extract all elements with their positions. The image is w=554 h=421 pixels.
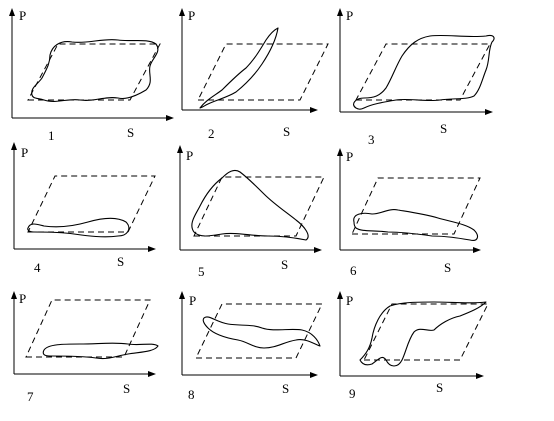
hysteresis-loop [27, 217, 130, 238]
reference-parallelogram [195, 303, 323, 359]
s-axis-label: S [117, 254, 124, 269]
p-axis-label: P [21, 145, 28, 160]
p-axis-arrow [177, 145, 183, 153]
panel-5: P S 5 [177, 145, 325, 279]
reference-parallelogram [193, 176, 325, 237]
p-axis-arrow [11, 291, 17, 299]
hysteresis-loop [353, 34, 495, 110]
p-axis-label: P [19, 8, 26, 23]
panel-number: 8 [188, 387, 195, 402]
p-axis-label: P [346, 8, 353, 23]
p-axis-arrow [337, 291, 343, 299]
panel-number: 6 [350, 263, 357, 278]
hysteresis-loop [199, 27, 279, 109]
s-axis-label: S [127, 125, 134, 140]
p-axis-label: P [189, 293, 196, 308]
p-axis-arrow [11, 142, 17, 150]
p-axis-label: P [188, 8, 195, 23]
reference-parallelogram [27, 175, 156, 233]
p-axis-label: P [19, 291, 26, 306]
panel-7: P S 7 [11, 291, 159, 404]
p-axis-label: P [186, 148, 193, 163]
p-axis-arrow [337, 8, 343, 16]
panel-number: 2 [208, 126, 215, 141]
s-axis-arrow [314, 247, 322, 253]
s-axis-label: S [440, 121, 447, 136]
panel-3: P S 3 [337, 8, 495, 147]
reference-parallelogram [27, 43, 161, 101]
s-axis-label: S [123, 381, 130, 396]
panel-8: P S 8 [179, 291, 323, 402]
p-axis-label: P [346, 293, 353, 308]
panel-number: 7 [27, 389, 34, 404]
panel-number: 9 [349, 386, 356, 401]
p-axis-arrow [337, 148, 343, 156]
s-axis-arrow [485, 109, 493, 115]
hysteresis-loop [42, 342, 159, 360]
hysteresis-loop [31, 39, 159, 102]
panel-number: 5 [198, 264, 205, 279]
s-axis-arrow [166, 115, 174, 121]
p-axis-arrow [179, 8, 185, 16]
hysteresis-loop [202, 316, 321, 349]
panel-number: 4 [34, 260, 41, 275]
s-axis-arrow [473, 247, 481, 253]
panel-9: P S 9 [337, 291, 489, 401]
panel-number: 3 [368, 132, 375, 147]
reference-parallelogram [363, 303, 489, 361]
reference-parallelogram [351, 177, 481, 235]
hysteresis-loop [191, 169, 309, 241]
hysteresis-loop [353, 209, 479, 241]
s-axis-arrow [310, 372, 318, 378]
panel-1: P S 1 [9, 8, 174, 143]
s-axis-arrow [148, 246, 156, 252]
reference-parallelogram [197, 43, 329, 101]
s-axis-label: S [436, 380, 443, 395]
p-axis-label: P [346, 149, 353, 164]
s-axis-label: S [444, 260, 451, 275]
reference-parallelogram [355, 43, 491, 101]
panel-number: 1 [48, 128, 55, 143]
reference-parallelogram [25, 299, 151, 358]
hysteresis-loop [359, 301, 487, 367]
s-axis-label: S [282, 381, 289, 396]
s-axis-arrow [476, 373, 484, 379]
s-axis-label: S [281, 257, 288, 272]
panel-6: P S 6 [337, 148, 481, 278]
p-axis-arrow [9, 8, 15, 16]
p-axis-arrow [179, 291, 185, 299]
panel-2: P S 2 [179, 8, 329, 141]
panel-4: P S 4 [11, 142, 156, 275]
s-axis-arrow [310, 107, 318, 113]
s-axis-arrow [148, 371, 156, 377]
s-axis-label: S [283, 124, 290, 139]
